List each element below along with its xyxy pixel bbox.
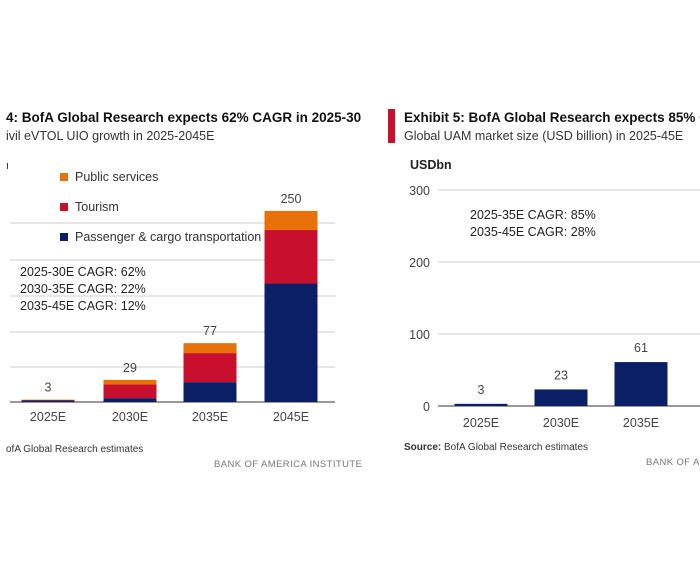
legend-label-public: Public services [75,170,159,184]
bar-2045E-tourism [264,230,318,284]
x-tick-label: 2025E [463,416,499,430]
bar-2035E-public [183,343,237,354]
left-cagr-3: 2035-45E CAGR: 12% [20,299,146,313]
y-tick-label: 300 [409,184,430,198]
legend-swatch-passenger [60,233,68,241]
left-exhibit-subtitle: ivil eVTOL UIO growth in 2025-2045E [6,129,215,143]
y-tick-label: 100 [409,328,430,342]
x-tick-label: 2035E [192,410,228,424]
bar-2045E-passenger [264,283,318,402]
right-cagr-1: 2025-35E CAGR: 85% [470,208,596,222]
right-source-label: Source: [404,442,442,453]
bar-total-label: 250 [281,192,302,206]
bar-2025E-passenger [21,400,75,402]
right-exhibit: Exhibit 5: BofA Global Research expects … [388,0,700,578]
x-tick-label: 2025E [30,410,66,424]
left-cagr-block: 2025-30E CAGR: 62% 2030-35E CAGR: 22% 20… [20,264,146,315]
bar-total-label: 77 [203,324,217,338]
bar-2045E-public [264,210,318,231]
bar-total-label: 3 [45,381,52,395]
right-exhibit-title: Exhibit 5: BofA Global Research expects … [404,110,700,125]
bar-2030E-public [103,379,157,385]
right-source: Source: BofA Global Research estimates [404,442,588,453]
left-axis-fragment: ı [6,160,10,172]
y-tick-label: 200 [409,256,430,270]
bar-2030E-tourism [103,384,157,399]
legend-swatch-tourism [60,203,68,211]
right-footer: BANK OF A [646,457,700,468]
legend-label-tourism: Tourism [75,200,119,214]
legend-passenger: Passenger & cargo transportation [60,230,261,244]
right-y-axis-label: USDbn [410,158,452,172]
left-source: ofA Global Research estimates [6,444,144,455]
bar-2035E [614,362,668,406]
x-tick-label: 2030E [112,410,148,424]
right-exhibit-subtitle: Global UAM market size (USD billion) in … [404,129,684,143]
legend-label-passenger: Passenger & cargo transportation [75,230,262,244]
bar-2030E [534,389,588,406]
bar-total-label: 29 [123,361,137,375]
legend-tourism: Tourism [60,200,119,214]
right-cagr-block: 2025-35E CAGR: 85% 2035-45E CAGR: 28% [470,207,596,241]
x-tick-label: 2045E [273,410,309,424]
bar-2035E-passenger [183,382,237,402]
left-cagr-1: 2025-30E CAGR: 62% [20,265,146,279]
bar-2025E [454,403,508,406]
left-exhibit: 4: BofA Global Research expects 62% CAGR… [0,0,362,578]
left-stacked-bar-chart: 3 2025E 29 2030E 77 2035E 250 2045E [10,192,335,424]
right-cagr-2: 2035-45E CAGR: 28% [470,225,596,239]
right-bar-chart: 0 100 200 300 3 2025E 23 2030E 61 2035E [409,184,700,430]
exhibit-accent-bar [388,109,395,143]
y-tick-label: 0 [423,400,430,414]
bar-2035E-tourism [183,353,237,383]
left-footer: BANK OF AMERICA INSTITUTE [214,459,363,470]
bar-2030E-passenger [103,398,157,402]
legend-public-services: Public services [60,170,158,184]
bar-value-label: 3 [478,383,485,397]
right-source-text: BofA Global Research estimates [441,442,588,453]
legend-swatch-public [60,173,68,181]
bar-value-label: 61 [634,341,648,355]
x-tick-label: 2030E [543,416,579,430]
x-tick-label: 2035E [623,416,659,430]
bar-value-label: 23 [554,368,568,382]
left-cagr-2: 2030-35E CAGR: 22% [20,282,146,296]
bar-2025E-public [21,399,75,401]
left-exhibit-title: 4: BofA Global Research expects 62% CAGR… [6,110,362,125]
